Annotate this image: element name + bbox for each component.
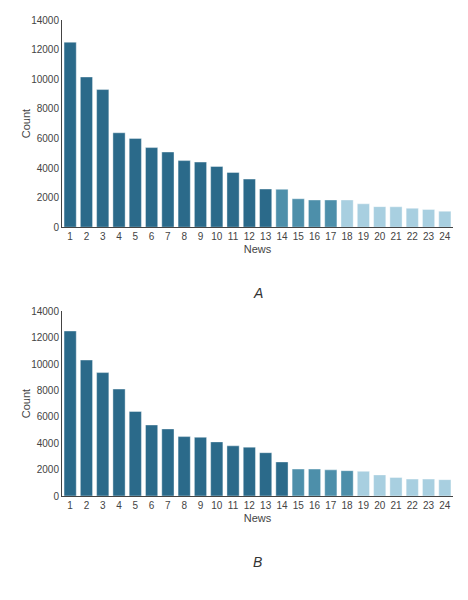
svg-text:19: 19 — [358, 231, 370, 242]
svg-text:6000: 6000 — [37, 411, 60, 422]
svg-text:10: 10 — [211, 500, 223, 511]
svg-text:12000: 12000 — [31, 44, 59, 55]
svg-text:12000: 12000 — [31, 332, 59, 343]
svg-text:2000: 2000 — [37, 192, 60, 203]
svg-text:A: A — [253, 285, 263, 301]
svg-text:News: News — [244, 243, 272, 255]
svg-text:6000: 6000 — [37, 133, 60, 144]
svg-text:18: 18 — [342, 500, 354, 511]
svg-text:3: 3 — [100, 500, 106, 511]
svg-text:6: 6 — [149, 500, 155, 511]
svg-text:13: 13 — [260, 231, 272, 242]
svg-text:4: 4 — [116, 500, 122, 511]
svg-text:0: 0 — [53, 222, 59, 233]
svg-text:16: 16 — [309, 231, 321, 242]
svg-text:Count: Count — [20, 389, 32, 418]
svg-text:8: 8 — [181, 231, 187, 242]
svg-text:7: 7 — [165, 231, 171, 242]
svg-text:9: 9 — [198, 231, 204, 242]
svg-text:2: 2 — [84, 231, 90, 242]
svg-text:4000: 4000 — [37, 163, 60, 174]
svg-text:11: 11 — [228, 231, 239, 242]
svg-text:2: 2 — [84, 500, 90, 511]
svg-text:6: 6 — [149, 231, 155, 242]
svg-text:2000: 2000 — [37, 464, 60, 475]
svg-text:1: 1 — [67, 231, 73, 242]
svg-text:8: 8 — [181, 500, 187, 511]
svg-text:20: 20 — [374, 500, 386, 511]
svg-text:10000: 10000 — [31, 74, 59, 85]
svg-text:24: 24 — [439, 231, 451, 242]
svg-text:1: 1 — [67, 500, 73, 511]
svg-text:8000: 8000 — [37, 103, 60, 114]
svg-text:19: 19 — [358, 500, 370, 511]
svg-text:13: 13 — [260, 500, 272, 511]
svg-text:15: 15 — [293, 500, 305, 511]
svg-text:Count: Count — [20, 109, 32, 138]
svg-text:20: 20 — [374, 231, 386, 242]
svg-text:21: 21 — [390, 500, 402, 511]
svg-text:3: 3 — [100, 231, 106, 242]
svg-text:12: 12 — [244, 500, 256, 511]
svg-text:10000: 10000 — [31, 359, 59, 370]
svg-text:10: 10 — [211, 231, 223, 242]
svg-text:22: 22 — [407, 500, 419, 511]
svg-text:17: 17 — [325, 500, 337, 511]
svg-text:14000: 14000 — [31, 15, 59, 26]
svg-text:16: 16 — [309, 500, 321, 511]
svg-text:12: 12 — [244, 231, 256, 242]
svg-text:4000: 4000 — [37, 438, 60, 449]
svg-text:0: 0 — [53, 491, 59, 502]
svg-text:23: 23 — [423, 500, 435, 511]
svg-text:11: 11 — [228, 500, 239, 511]
svg-text:5: 5 — [133, 231, 139, 242]
svg-text:5: 5 — [133, 500, 139, 511]
svg-text:9: 9 — [198, 500, 204, 511]
svg-text:14: 14 — [276, 231, 288, 242]
svg-text:B: B — [253, 554, 262, 570]
svg-text:4: 4 — [116, 231, 122, 242]
svg-text:17: 17 — [325, 231, 337, 242]
svg-text:21: 21 — [390, 231, 402, 242]
svg-text:22: 22 — [407, 231, 419, 242]
svg-text:15: 15 — [293, 231, 305, 242]
svg-text:14: 14 — [276, 500, 288, 511]
svg-text:News: News — [244, 512, 272, 524]
svg-text:18: 18 — [342, 231, 354, 242]
svg-text:8000: 8000 — [37, 385, 60, 396]
svg-text:7: 7 — [165, 500, 171, 511]
svg-text:14000: 14000 — [31, 306, 59, 317]
svg-text:24: 24 — [439, 500, 451, 511]
svg-text:23: 23 — [423, 231, 435, 242]
